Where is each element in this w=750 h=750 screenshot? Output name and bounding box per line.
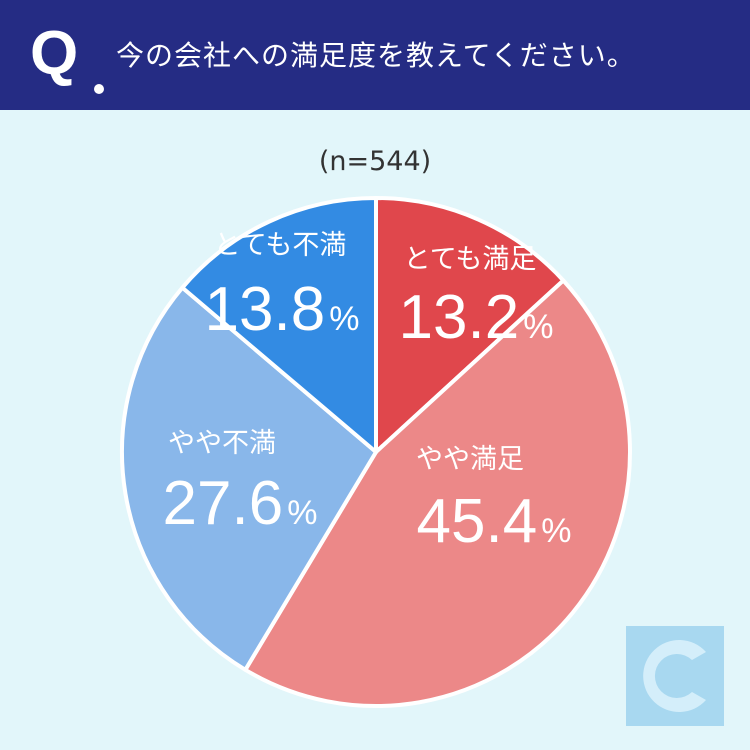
pie-slice-3 bbox=[120, 285, 378, 672]
slice-label-4: とても不満 bbox=[214, 230, 347, 261]
slice-value-2: 45.4% bbox=[417, 487, 572, 556]
sample-size: (n=544) bbox=[318, 146, 432, 177]
slice-label-1: とても満足 bbox=[404, 244, 537, 275]
pie-slice-4 bbox=[180, 196, 378, 454]
crescent-c-logo-icon bbox=[626, 626, 724, 726]
question-header: Q 今の会社への満足度を教えてください。 bbox=[0, 0, 750, 110]
q-dot bbox=[94, 84, 104, 94]
slice-label-2: やや満足 bbox=[416, 444, 524, 475]
pie-slice-1 bbox=[374, 196, 566, 454]
q-mark: Q bbox=[30, 19, 79, 88]
slice-value-3: 27.6% bbox=[163, 469, 318, 538]
slice-value-4: 13.8% bbox=[205, 275, 360, 344]
slice-value-1: 13.2% bbox=[399, 283, 554, 352]
pie-slice-2 bbox=[243, 278, 632, 708]
slice-label-3: やや不満 bbox=[168, 428, 276, 459]
question-text: 今の会社への満足度を教えてください。 bbox=[116, 39, 636, 72]
